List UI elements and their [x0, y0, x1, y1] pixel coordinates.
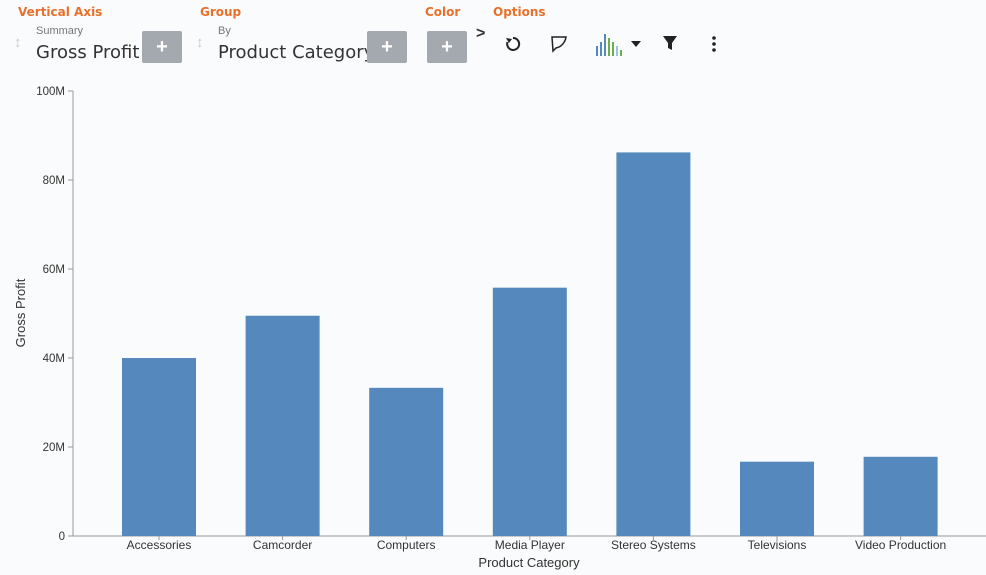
group-title: Group — [200, 5, 242, 19]
x-tick-label: Computers — [377, 538, 436, 552]
x-tick-label: Media Player — [495, 538, 565, 552]
bar-televisions — [740, 461, 814, 536]
chart-toolbar: Vertical Axis ↕ Summary Gross Profit + G… — [0, 0, 986, 75]
group-by-label: By — [218, 25, 231, 37]
bar-video-production — [863, 456, 938, 536]
x-tick-label: Camcorder — [253, 538, 312, 552]
bar-stereo-systems — [616, 152, 691, 536]
group-field[interactable]: Product Category — [218, 42, 375, 63]
options-title: Options — [493, 5, 546, 19]
y-tick-label: 0 — [59, 531, 65, 543]
bar-chart: 0 20M 40M 60M 80M 100M Accessories Camcorder Com… — [13, 86, 986, 570]
add-color-button[interactable]: + — [427, 31, 467, 63]
freeform-icon[interactable] — [549, 33, 569, 53]
chart-type-icon[interactable] — [595, 32, 625, 56]
y-tick-label: 60M — [43, 264, 65, 276]
y-tick-label: 20M — [43, 442, 65, 454]
x-axis-label: Product Category — [478, 555, 580, 570]
reset-icon[interactable] — [504, 35, 522, 53]
add-vertical-axis-button[interactable]: + — [142, 31, 182, 63]
bar-accessories — [122, 358, 196, 536]
bar-media-player — [492, 287, 567, 536]
vertical-axis-title: Vertical Axis — [18, 5, 103, 19]
y-tick-label: 80M — [43, 175, 65, 187]
add-group-button[interactable]: + — [367, 31, 407, 63]
bar-camcorder — [245, 315, 320, 536]
expand-chevron-icon[interactable]: > — [476, 25, 486, 42]
vertical-axis-field[interactable]: Gross Profit — [36, 42, 140, 63]
more-options-icon[interactable] — [711, 36, 717, 52]
y-tick-label: 40M — [43, 353, 65, 365]
vertical-axis-summary-label: Summary — [36, 25, 84, 37]
drag-handle-icon[interactable]: ↕ — [196, 34, 204, 51]
x-tick-label: Televisions — [748, 538, 807, 552]
color-title: Color — [425, 5, 461, 19]
x-tick-label: Accessories — [127, 538, 192, 552]
drag-handle-icon[interactable]: ↕ — [14, 34, 22, 51]
bar-computers — [369, 387, 444, 536]
x-tick-label: Video Production — [855, 538, 946, 552]
y-tick-label: 100M — [36, 86, 65, 98]
x-tick-label: Stereo Systems — [611, 538, 696, 552]
dropdown-caret-icon[interactable] — [631, 40, 641, 48]
filter-icon[interactable] — [663, 36, 677, 50]
y-axis-label: Gross Profit — [13, 278, 28, 347]
